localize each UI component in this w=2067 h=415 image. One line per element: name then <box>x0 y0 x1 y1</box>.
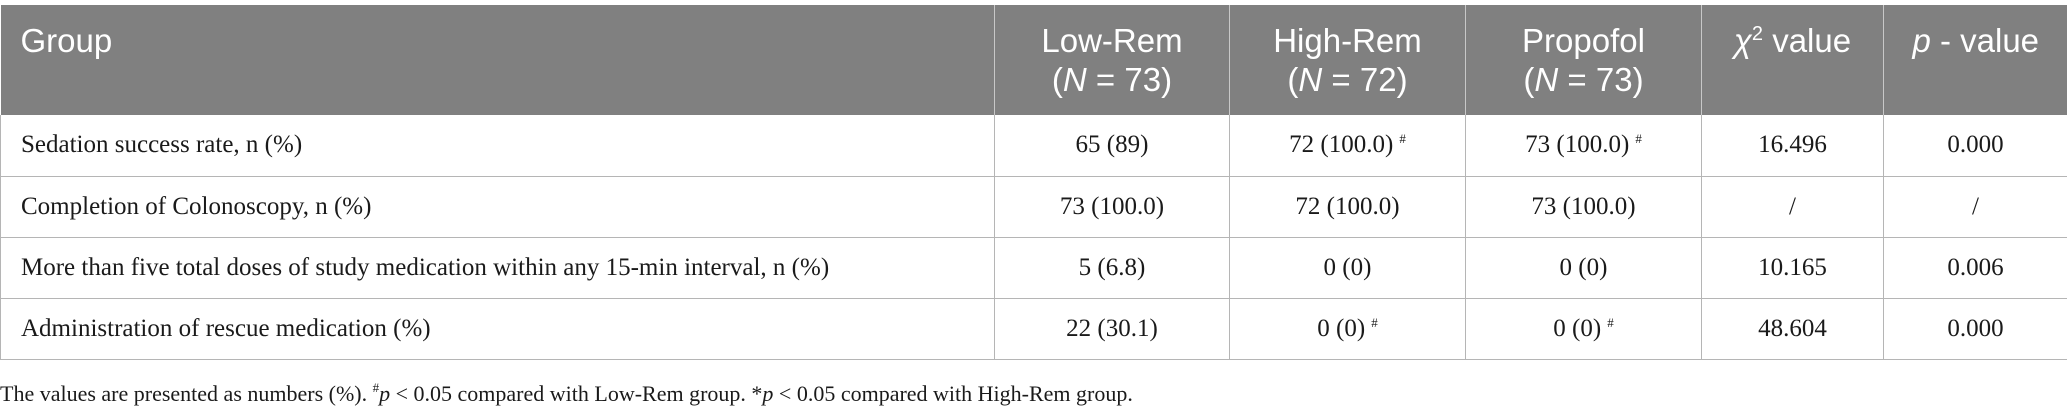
table-body: Sedation success rate, n (%) 65 (89) 72 … <box>0 115 2067 360</box>
cell-propofol: 73 (100.0) <box>1465 176 1702 238</box>
cell-chi2: 48.604 <box>1701 298 1884 360</box>
row-label: Sedation success rate, n (%) <box>0 115 995 177</box>
row-label: More than five total doses of study medi… <box>0 237 995 299</box>
results-table: Group Low-Rem (N = 73) High-Rem (N = 72)… <box>0 5 2067 360</box>
table-footnote: The values are presented as numbers (%).… <box>0 380 1133 407</box>
cell-value: 0 (0) <box>1323 253 1372 281</box>
footnote-p2: p <box>762 381 774 406</box>
header-low-rem: Low-Rem (N = 73) <box>994 5 1230 115</box>
significance-mark: # <box>1399 131 1406 147</box>
table-row: Completion of Colonoscopy, n (%) 73 (100… <box>0 176 2067 238</box>
cell-value: 73 (100.0) <box>1531 192 1636 220</box>
cell-value: 73 (100.0) <box>1059 192 1165 220</box>
cell-low-rem: 22 (30.1) <box>994 298 1230 360</box>
header-propofol: Propofol (N = 73) <box>1465 5 1702 115</box>
header-p-rest: - value <box>1939 22 2040 59</box>
row-label: Administration of rescue medication (%) <box>0 298 995 360</box>
header-propofol-n-label: N <box>1534 61 1559 98</box>
header-high-rem-n-value: = 72 <box>1331 61 1397 98</box>
cell-value: 65 (89) <box>1075 131 1149 159</box>
footnote-part1: The values are presented as numbers (%). <box>0 381 373 406</box>
cell-high-rem: 0 (0) <box>1229 237 1466 299</box>
cell-p: 0.000 <box>1883 115 2067 177</box>
cell-value: 0 (0) <box>1559 253 1608 281</box>
header-propofol-label: Propofol <box>1522 22 1645 59</box>
header-propofol-n-value: = 73 <box>1567 61 1633 98</box>
cell-chi2: 10.165 <box>1701 237 1884 299</box>
header-low-rem-n-label: N <box>1062 61 1087 98</box>
cell-value: 72 (100.0) <box>1289 131 1394 159</box>
footnote-hash-mark: # <box>372 380 380 395</box>
cell-low-rem: 5 (6.8) <box>994 237 1230 299</box>
cell-chi2: / <box>1701 176 1884 238</box>
cell-value: 73 (100.0) <box>1525 131 1630 159</box>
cell-value: 0 (0) <box>1317 314 1366 342</box>
cell-chi2: 16.496 <box>1701 115 1884 177</box>
header-chi2-value: χ2 value <box>1701 5 1884 115</box>
cell-p: 0.006 <box>1883 237 2067 299</box>
cell-value: 5 (6.8) <box>1078 253 1146 281</box>
header-p-value: p - value <box>1883 5 2067 115</box>
footnote-part2: < 0.05 compared with Low-Rem group. * <box>390 381 763 406</box>
table-header: Group Low-Rem (N = 73) High-Rem (N = 72)… <box>0 5 2067 115</box>
cell-value: 72 (100.0) <box>1295 192 1400 220</box>
table-row: More than five total doses of study medi… <box>0 237 2067 299</box>
cell-propofol: 0 (0) # <box>1465 298 1702 360</box>
header-low-rem-n-value: = 73 <box>1095 61 1162 98</box>
cell-high-rem: 72 (100.0) # <box>1229 115 1466 177</box>
cell-propofol: 73 (100.0) # <box>1465 115 1702 177</box>
header-group-label: Group <box>20 22 113 59</box>
significance-mark: # <box>1635 131 1642 147</box>
header-p-symbol: p <box>1912 22 1931 59</box>
cell-low-rem: 73 (100.0) <box>994 176 1230 238</box>
header-row: Group Low-Rem (N = 73) High-Rem (N = 72)… <box>0 5 2067 115</box>
cell-propofol: 0 (0) <box>1465 237 1702 299</box>
footnote-part3: < 0.05 compared with High-Rem group. <box>773 381 1133 406</box>
header-high-rem: High-Rem (N = 72) <box>1229 5 1466 115</box>
table-row: Sedation success rate, n (%) 65 (89) 72 … <box>0 115 2067 177</box>
significance-mark: # <box>1607 314 1614 330</box>
cell-p: / <box>1883 176 2067 238</box>
cell-high-rem: 72 (100.0) <box>1229 176 1466 238</box>
header-high-rem-n-label: N <box>1298 61 1323 98</box>
cell-high-rem: 0 (0) # <box>1229 298 1466 360</box>
header-high-rem-label: High-Rem <box>1273 22 1422 59</box>
table-row: Administration of rescue medication (%) … <box>0 298 2067 360</box>
header-chi-rest: value <box>1763 22 1852 59</box>
significance-mark: # <box>1371 314 1378 330</box>
header-group: Group <box>0 5 995 115</box>
cell-value: 22 (30.1) <box>1066 314 1158 342</box>
header-chi-symbol: χ <box>1733 22 1752 59</box>
results-table-container: Group Low-Rem (N = 73) High-Rem (N = 72)… <box>0 5 2067 360</box>
cell-low-rem: 65 (89) <box>994 115 1230 177</box>
row-label: Completion of Colonoscopy, n (%) <box>0 176 995 238</box>
cell-p: 0.000 <box>1883 298 2067 360</box>
footnote-p1: p <box>379 381 391 406</box>
cell-value: 0 (0) <box>1553 314 1602 342</box>
header-low-rem-label: Low-Rem <box>1041 22 1183 59</box>
header-chi-superscript: 2 <box>1751 23 1764 45</box>
